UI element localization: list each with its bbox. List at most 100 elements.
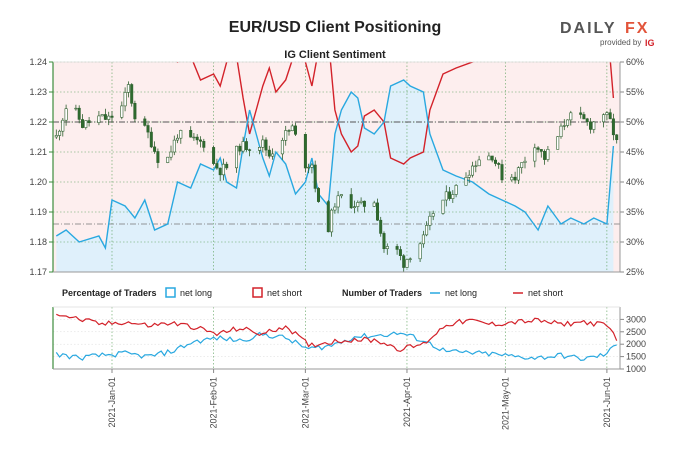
candle-body xyxy=(490,155,494,161)
candle-body xyxy=(467,174,471,178)
y-left-tick-label: 1.20 xyxy=(29,177,47,187)
candle-body xyxy=(199,139,203,142)
x-tick-label: 2021-Jan-01 xyxy=(107,377,117,428)
candle-body xyxy=(339,194,343,197)
candle-body xyxy=(84,120,88,128)
trader-count-lines xyxy=(55,313,618,362)
candle-body xyxy=(284,130,288,141)
candle-body xyxy=(569,112,573,121)
ig-logo-text: IG xyxy=(645,38,655,48)
candle-body xyxy=(562,125,566,127)
reference-lines xyxy=(53,121,620,225)
legend-number-net-short-label: net short xyxy=(528,288,564,298)
candle-body xyxy=(588,121,592,130)
legend-number-net-long-label: net long xyxy=(445,288,477,298)
candle-body xyxy=(169,151,173,158)
trader-count-net-long-line xyxy=(55,331,617,362)
candle-body xyxy=(241,141,245,152)
candle-body xyxy=(271,153,275,157)
legend-number-label: Number of Traders xyxy=(342,288,422,298)
candle-body xyxy=(225,163,229,169)
y-left-tick-label: 1.24 xyxy=(29,57,47,67)
main-axes: 1.17 1.18 1.19 1.20 1.21 1.22 1.23 1.24 25% 30% 35… xyxy=(29,57,644,277)
y-left-tick-label: 1.18 xyxy=(29,237,47,247)
candle-body xyxy=(487,155,491,161)
sub-y-tick-label: 2500 xyxy=(626,327,646,337)
candle-body xyxy=(398,249,402,256)
legend: Percentage of Traders net long net short… xyxy=(62,287,564,298)
candle-body xyxy=(336,195,340,208)
candle-body xyxy=(257,147,261,151)
candle-body xyxy=(333,206,337,211)
candle-body xyxy=(402,255,406,268)
provided-by-text: provided by xyxy=(600,38,641,47)
y-right-tick-label: 45% xyxy=(626,147,644,157)
candle-body xyxy=(290,125,294,132)
candle-body xyxy=(523,160,527,163)
candle-body xyxy=(235,145,239,169)
y-right-tick-label: 40% xyxy=(626,177,644,187)
candle-body xyxy=(61,119,65,132)
candle-body xyxy=(143,118,147,126)
candle-body xyxy=(293,125,297,135)
x-tick-label: 2021-Feb-01 xyxy=(209,377,219,429)
candle-body xyxy=(477,159,481,167)
trader-count-net-short-line xyxy=(56,313,618,353)
y-right-tick-label: 55% xyxy=(626,87,644,97)
candle-body xyxy=(64,108,68,121)
candle-body xyxy=(110,115,114,118)
candle-body xyxy=(500,164,504,181)
date-axis: 2021-Jan-01 2021-Feb-01 2021-Mar-01 2021-Ap… xyxy=(107,369,612,430)
candle-body xyxy=(287,130,291,132)
candle-body xyxy=(192,136,196,139)
legend-net-long-box xyxy=(165,287,176,298)
legend-net-short-label: net short xyxy=(267,288,303,298)
x-tick-label: 2021-May-01 xyxy=(500,377,510,430)
y-right-tick-label: 35% xyxy=(626,207,644,217)
candle-body xyxy=(379,219,383,234)
candle-body xyxy=(431,213,435,217)
sub-y-tick-label: 3000 xyxy=(626,314,646,324)
candle-body xyxy=(267,149,271,157)
candle-body xyxy=(310,164,314,168)
candle-body xyxy=(244,141,248,150)
candle-body xyxy=(454,185,458,195)
candle-body xyxy=(474,165,478,167)
sub-y-tick-label: 1500 xyxy=(626,352,646,362)
chart-title: EUR/USD Client Positioning xyxy=(229,19,441,36)
candle-body xyxy=(582,114,586,120)
candle-body xyxy=(444,191,448,201)
candle-body xyxy=(566,119,570,126)
candle-body xyxy=(516,167,520,181)
candle-body xyxy=(428,215,432,226)
candle-body xyxy=(375,202,379,221)
candle-body xyxy=(264,139,268,151)
candle-body xyxy=(536,147,540,150)
candle-body xyxy=(451,194,455,199)
candle-body xyxy=(153,146,157,152)
sub-y-tick-label: 2000 xyxy=(626,339,646,349)
candle-body xyxy=(123,92,127,107)
candle-body xyxy=(97,115,101,123)
candle-body xyxy=(585,118,589,123)
candle-body xyxy=(359,200,363,203)
candle-body xyxy=(212,147,216,164)
candle-body xyxy=(81,119,85,128)
candle-body xyxy=(382,233,386,249)
ig-logo-box xyxy=(644,37,655,47)
legend-net-short-box xyxy=(252,287,263,298)
candle-body xyxy=(556,136,560,150)
candle-body xyxy=(464,177,468,186)
candle-body xyxy=(74,107,78,110)
candle-body xyxy=(195,136,199,141)
sub-y-tick-label: 1000 xyxy=(626,364,646,374)
candle-body xyxy=(539,149,543,152)
candle-body xyxy=(77,107,81,120)
candle-body xyxy=(559,125,563,137)
legend-net-long-label: net long xyxy=(180,288,212,298)
candle-body xyxy=(307,166,311,169)
candle-body xyxy=(248,149,252,151)
candle-body xyxy=(356,202,360,207)
